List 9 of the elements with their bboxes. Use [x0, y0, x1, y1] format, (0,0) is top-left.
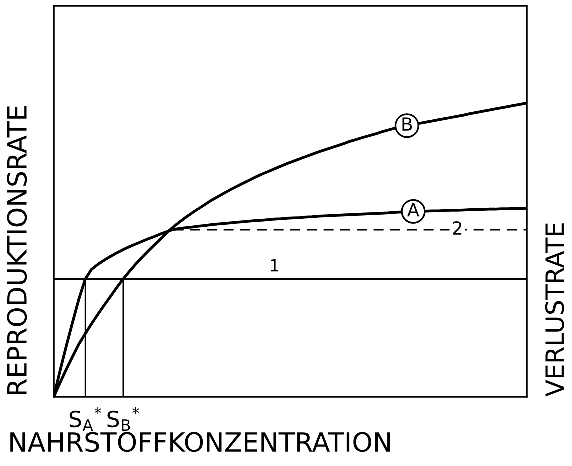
x-tick-label: S$_{B}$$^{*}$ [108, 407, 140, 431]
series-label: A [407, 203, 420, 217]
series-label: 2 [453, 221, 462, 235]
x-axis-title: NAHRSTOFFKONZENTRATION [10, 432, 390, 452]
y-axis-title: REPRODUKTIONSRATE [7, 106, 28, 394]
y2-axis-title: VERLUSTRATE [545, 224, 564, 397]
x-tick-label: S$_{A}$$^{*}$ [70, 407, 102, 431]
series-label: 1 [271, 259, 278, 272]
series-label: B [402, 118, 412, 131]
